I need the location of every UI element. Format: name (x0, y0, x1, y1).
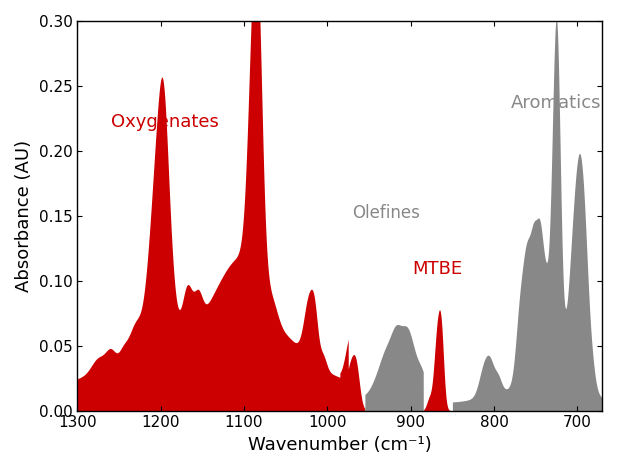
Text: Olefines: Olefines (352, 204, 420, 222)
Y-axis label: Absorbance (AU): Absorbance (AU) (15, 140, 33, 292)
Text: MTBE: MTBE (412, 260, 463, 278)
Text: Oxygenates: Oxygenates (111, 113, 219, 131)
X-axis label: Wavenumber (cm⁻¹): Wavenumber (cm⁻¹) (248, 436, 432, 454)
Text: Aromatics: Aromatics (510, 94, 601, 112)
